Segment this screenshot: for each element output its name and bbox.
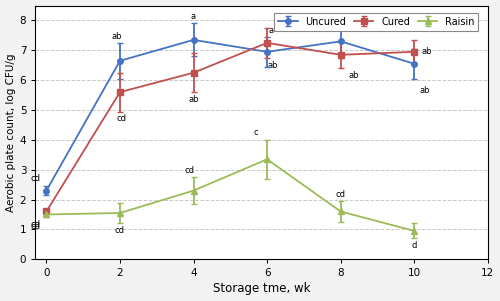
Text: cd: cd [31,222,41,231]
Text: cd: cd [336,190,345,199]
Text: cd: cd [31,220,41,229]
Text: cd: cd [31,174,41,182]
Text: cd: cd [185,166,195,175]
Text: ab: ab [111,33,122,41]
Text: a: a [342,14,347,23]
Text: cd: cd [117,114,127,123]
Text: ab: ab [188,95,199,104]
Text: a: a [268,26,274,35]
Y-axis label: Aerobic plate count, log CFU/g: Aerobic plate count, log CFU/g [6,53,16,212]
Text: a: a [191,12,196,21]
Text: ab: ab [420,86,430,95]
Text: ab: ab [348,71,358,80]
Text: c: c [254,129,258,138]
Text: d: d [412,241,417,250]
Text: cd: cd [115,226,125,235]
Legend: Uncured, Cured, Raisin: Uncured, Cured, Raisin [274,13,478,31]
Text: ab: ab [268,61,278,70]
X-axis label: Storage tme, wk: Storage tme, wk [213,282,310,296]
Text: ab: ab [422,47,432,56]
